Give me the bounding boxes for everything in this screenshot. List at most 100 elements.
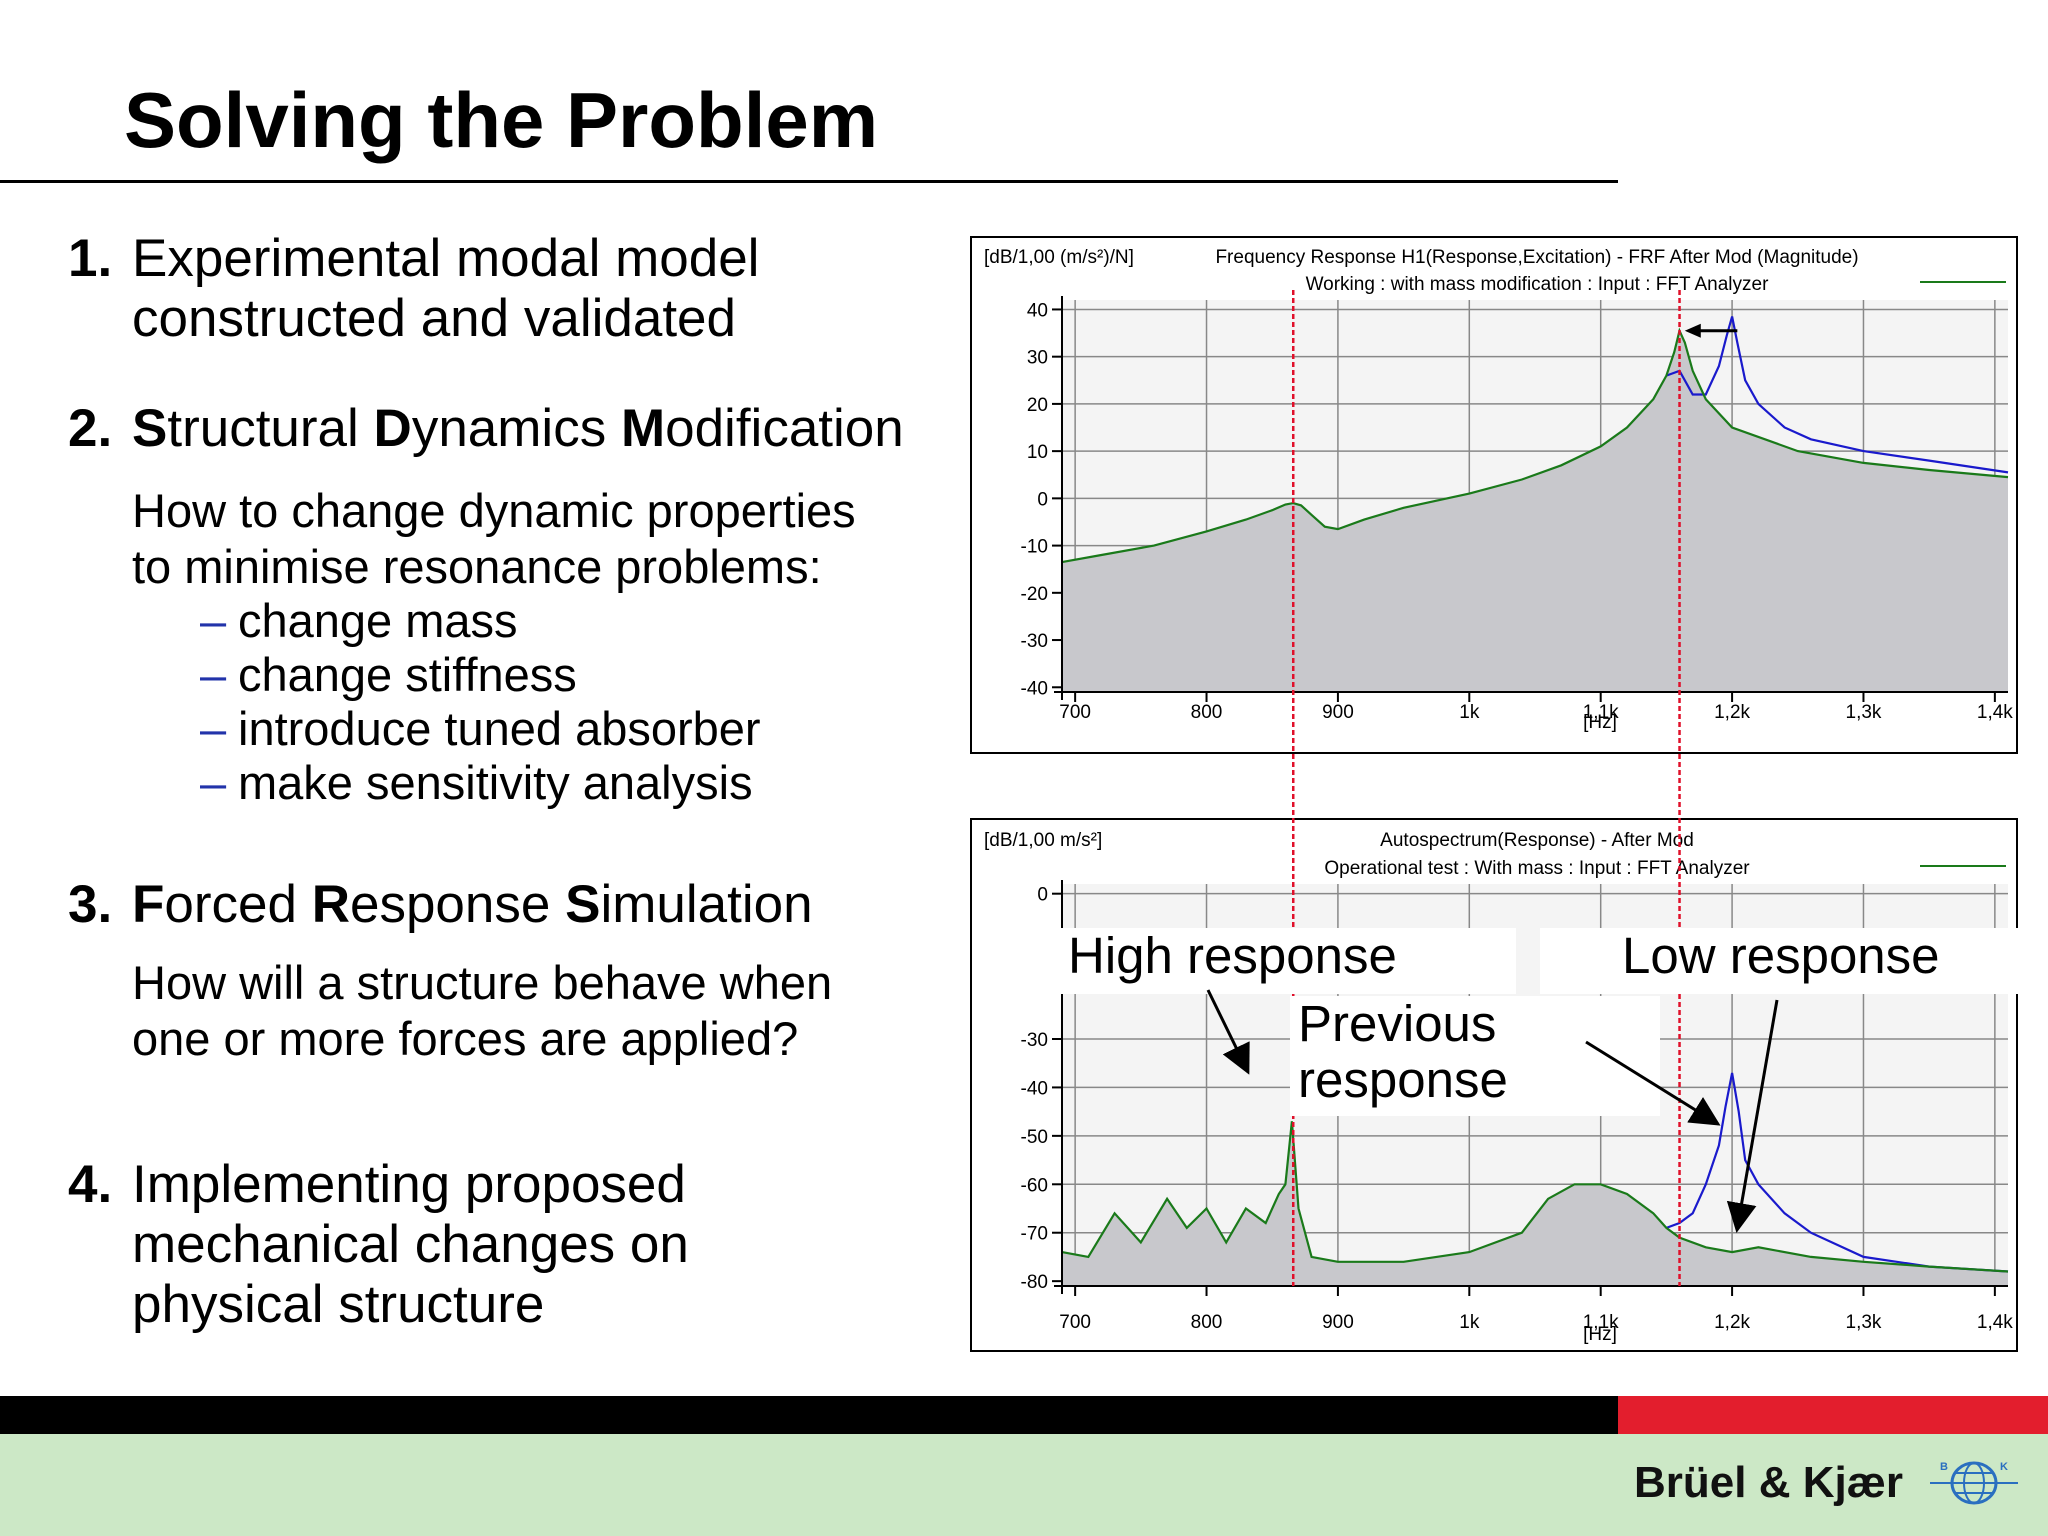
footer-red-bar <box>1618 1396 2048 1434</box>
bullet-text: introduce tuned absorber <box>238 702 761 755</box>
x-tick-label: 1k <box>1459 702 1480 723</box>
frf-chart-svg: 40 30 20 10 0 -10 -20 -30 -40 700 800 900 1k 1,1k 1,2k… <box>984 247 2013 733</box>
bullet-dash: – <box>200 702 227 755</box>
item-heading: Forced Response Simulation <box>132 874 813 936</box>
heading-initial: F <box>132 875 165 934</box>
chart-subtitle: Working : with mass modification : Input… <box>1306 274 1770 295</box>
item-text-line: Implementing proposed <box>132 1155 686 1214</box>
footer-black-bar <box>0 1396 1618 1434</box>
bullet-text: change mass <box>238 594 518 647</box>
y-tick-label: 0 <box>1037 885 1048 906</box>
heading-initial: R <box>311 875 350 934</box>
heading-rest: imulation <box>600 875 813 934</box>
bullet-item: – change stiffness <box>200 648 577 702</box>
x-tick-label: 1,3k <box>1846 702 1882 723</box>
unit-label: [dB/1,00 m/s²] <box>984 830 1102 851</box>
bullet-item: – make sensitivity analysis <box>200 756 753 810</box>
y-tick-label: -60 <box>1021 1175 1048 1196</box>
y-tick-label: 10 <box>1027 442 1048 463</box>
x-tick-label: 1,4k <box>1977 702 2013 723</box>
low-response-callout: Low response <box>1540 928 2048 994</box>
brand-globe-logo: B K <box>1930 1461 2018 1505</box>
x-tick-label: 700 <box>1059 1312 1091 1333</box>
x-tick-label: 1,3k <box>1846 1312 1882 1333</box>
x-tick-label: 1,2k <box>1714 702 1750 723</box>
item-text-line: mechanical changes on <box>132 1215 689 1274</box>
logo-letter-b: B <box>1940 1461 1948 1473</box>
item-number: 3. <box>68 875 113 934</box>
y-tick-label: 20 <box>1027 395 1048 416</box>
item-description-line: one or more forces are applied? <box>132 1012 799 1065</box>
x-tick-label: 900 <box>1322 702 1354 723</box>
item-heading: Structural Dynamics Modification <box>132 398 904 460</box>
x-axis-label: [Hz] <box>1583 712 1617 733</box>
footer-band <box>0 1434 2048 1536</box>
y-tick-label: -20 <box>1021 584 1048 605</box>
x-tick-label: 800 <box>1191 1312 1223 1333</box>
y-tick-label: -30 <box>1021 1030 1048 1051</box>
series-line-before-mod <box>1666 316 2009 474</box>
frf-chart: 40 30 20 10 0 -10 -20 -30 -40 700 800 900 1k 1,1k 1,2k… <box>970 236 2018 754</box>
previous-response-callout-line1: Previous <box>1290 996 1660 1052</box>
heading-rest: ynamics <box>411 399 621 458</box>
y-tick-label: 40 <box>1027 300 1048 321</box>
item-text-line: Experimental modal model <box>132 229 760 288</box>
bullet-item: – introduce tuned absorber <box>200 702 761 756</box>
heading-initial: D <box>373 399 412 458</box>
heading-rest: esponse <box>349 875 566 934</box>
item-number: 1. <box>68 229 113 288</box>
item-number: 4. <box>68 1155 113 1214</box>
y-tick-label: -30 <box>1021 631 1048 652</box>
heading-rest: odification <box>665 399 904 458</box>
x-tick-label: 1,2k <box>1714 1312 1750 1333</box>
chart-title: Autospectrum(Response) - After Mod <box>1380 830 1694 851</box>
item-description-line: How to change dynamic properties <box>132 484 856 537</box>
y-tick-label: -70 <box>1021 1224 1048 1245</box>
brand-name: Brüel & Kjær <box>1634 1458 1903 1507</box>
y-tick-label: -10 <box>1021 537 1048 558</box>
bullet-dash: – <box>200 756 227 809</box>
x-tick-label: 900 <box>1322 1312 1354 1333</box>
bullet-text: make sensitivity analysis <box>238 756 753 809</box>
y-tick-label: -40 <box>1021 1078 1048 1099</box>
item-description-line: to minimise resonance problems: <box>132 540 822 593</box>
series-line-after-mod <box>1061 327 2009 564</box>
chart-title: Frequency Response H1(Response,Excitatio… <box>1215 247 1858 268</box>
high-response-callout: High response <box>1060 928 1516 994</box>
heading-initial: S <box>565 875 601 934</box>
bullet-item: – change mass <box>200 594 518 648</box>
previous-response-callout-line2: response <box>1290 1052 1660 1116</box>
series-fill-area <box>1062 330 2008 692</box>
y-tick-label: -40 <box>1021 678 1048 699</box>
heading-rest: tructural <box>167 399 374 458</box>
bullet-dash: – <box>200 648 227 701</box>
heading-initial: S <box>132 399 168 458</box>
x-tick-label: 1,1k <box>1583 702 1619 723</box>
bullet-dash: – <box>200 594 227 647</box>
chart-subtitle: Operational test : With mass : Input : F… <box>1324 858 1750 879</box>
x-axis-label: [Hz] <box>1583 1324 1617 1345</box>
series-line-after-mod <box>1061 1121 2009 1273</box>
x-tick-label: 1,1k <box>1583 1312 1619 1333</box>
unit-label: [dB/1,00 (m/s²)/N] <box>984 247 1134 268</box>
item-number: 2. <box>68 399 113 458</box>
item-description-line: How will a structure behave when <box>132 956 833 1009</box>
y-tick-label: -50 <box>1021 1127 1048 1148</box>
x-tick-label: 1k <box>1459 1312 1480 1333</box>
item-text-line: constructed and validated <box>132 289 737 348</box>
peak-shift-arrow-head <box>1684 323 1701 338</box>
bullet-text: change stiffness <box>238 648 577 701</box>
x-tick-label: 1,4k <box>1977 1312 2013 1333</box>
title-divider <box>0 180 1618 183</box>
heading-initial: M <box>620 399 666 458</box>
slide-title: Solving the Problem <box>124 76 879 164</box>
y-tick-label: -80 <box>1021 1272 1048 1293</box>
y-tick-label: 0 <box>1037 489 1048 510</box>
series-fill-area <box>1062 1121 2008 1286</box>
y-tick-label: 30 <box>1027 348 1048 369</box>
x-tick-label: 800 <box>1191 702 1223 723</box>
x-tick-label: 700 <box>1059 702 1091 723</box>
item-text-line: physical structure <box>132 1275 545 1334</box>
logo-letter-k: K <box>2000 1461 2008 1473</box>
heading-rest: orced <box>164 875 312 934</box>
